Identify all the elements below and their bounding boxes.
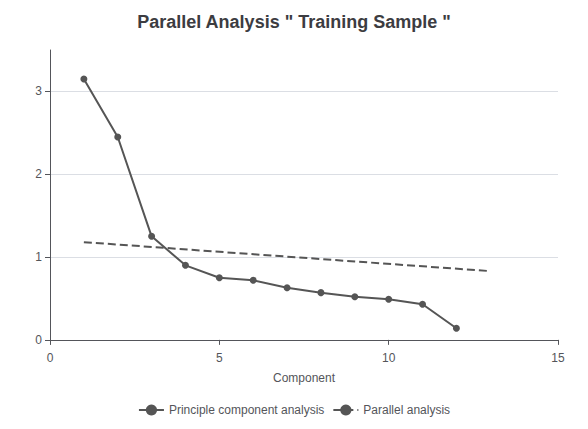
svg-text:15: 15 — [551, 351, 565, 365]
svg-text:Component: Component — [273, 371, 336, 385]
svg-text:2: 2 — [35, 167, 42, 181]
svg-text:3: 3 — [35, 84, 42, 98]
svg-text:Parallel Analysis " Training S: Parallel Analysis " Training Sample " — [137, 12, 451, 32]
svg-text:1: 1 — [35, 250, 42, 264]
svg-text:0: 0 — [35, 333, 42, 347]
svg-text:5: 5 — [216, 351, 223, 365]
svg-text:0: 0 — [47, 351, 54, 365]
svg-text:10: 10 — [382, 351, 396, 365]
svg-text:Parallel analysis: Parallel analysis — [363, 403, 450, 417]
svg-text:Principle component analysis: Principle component analysis — [169, 403, 324, 417]
